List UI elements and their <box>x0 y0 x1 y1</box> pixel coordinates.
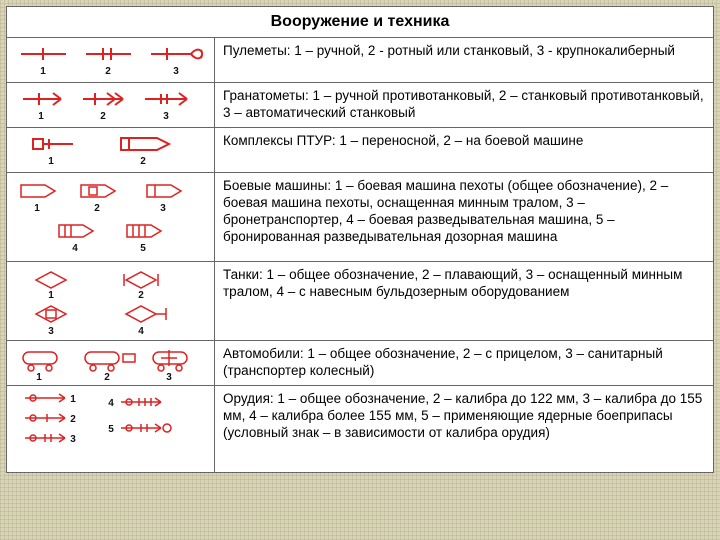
symbol-cell: 1 2 3 <box>7 83 215 127</box>
svg-text:1: 1 <box>70 394 76 405</box>
vehicle-symbols-icon: 1 2 3 <box>11 344 211 382</box>
svg-text:2: 2 <box>105 66 111 77</box>
table-title: Вооружение и техника <box>7 7 713 38</box>
svg-text:1: 1 <box>40 66 46 77</box>
description-cell: Комплексы ПТУР: 1 – переносной, 2 – на б… <box>215 128 591 172</box>
svg-text:5: 5 <box>108 424 114 435</box>
atgm-symbols-icon: 1 2 <box>11 130 211 170</box>
svg-text:1: 1 <box>48 156 54 167</box>
description-cell: Гранатометы: 1 – ручной противотанковый,… <box>215 83 713 127</box>
svg-text:3: 3 <box>173 66 179 77</box>
table-row: 1 2 3 Автомобили: 1 – общее обозначение,… <box>7 341 713 386</box>
svg-text:2: 2 <box>94 203 100 214</box>
svg-text:3: 3 <box>48 326 54 337</box>
grenade-launcher-symbols-icon: 1 2 3 <box>11 85 211 125</box>
svg-text:2: 2 <box>104 372 110 382</box>
tank-symbols-icon: 1 2 3 4 <box>11 264 211 338</box>
svg-text:3: 3 <box>166 372 172 382</box>
description-cell: Орудия: 1 – общее обозначение, 2 – калиб… <box>215 386 713 472</box>
symbol-cell: 1 2 <box>7 128 215 172</box>
svg-text:3: 3 <box>163 111 169 122</box>
svg-text:5: 5 <box>140 243 146 254</box>
table-row: 1 2 Комплексы ПТУР: 1 – переносной, 2 – … <box>7 128 713 173</box>
table-row: 1 2 3 4 5 Орудия: 1 – общее обозначение,… <box>7 386 713 472</box>
svg-text:4: 4 <box>108 398 114 409</box>
description-cell: Пулеметы: 1 – ручной, 2 - ротный или ста… <box>215 38 683 82</box>
description-cell: Автомобили: 1 – общее обозначение, 2 – с… <box>215 341 713 385</box>
svg-text:3: 3 <box>160 203 166 214</box>
svg-text:3: 3 <box>70 434 76 445</box>
table-row: 1 2 3 Пулеметы: 1 – ручной, 2 - ротный и… <box>7 38 713 83</box>
table-row: 1 2 3 Гранатометы: 1 – ручной противотан… <box>7 83 713 128</box>
svg-text:4: 4 <box>138 326 144 337</box>
svg-text:1: 1 <box>34 203 40 214</box>
svg-text:2: 2 <box>100 111 106 122</box>
svg-text:4: 4 <box>72 243 78 254</box>
description-cell: Боевые машины: 1 – боевая машина пехоты … <box>215 173 713 261</box>
table-row: 1 2 3 4 5 Боевые машины: 1 – боевая маши… <box>7 173 713 262</box>
svg-text:1: 1 <box>38 111 44 122</box>
description-cell: Танки: 1 – общее обозначение, 2 – плаваю… <box>215 262 713 340</box>
symbol-cell: 1 2 3 4 5 <box>7 173 215 261</box>
artillery-symbols-icon: 1 2 3 4 5 <box>11 388 211 470</box>
machine-gun-symbols-icon: 1 2 3 <box>11 40 211 80</box>
symbol-table: Вооружение и техника 1 2 3 Пулеметы: 1 –… <box>6 6 714 473</box>
symbol-cell: 1 2 3 <box>7 341 215 385</box>
svg-text:2: 2 <box>138 290 144 301</box>
ifv-symbols-icon: 1 2 3 4 5 <box>11 175 211 259</box>
svg-text:1: 1 <box>48 290 54 301</box>
svg-text:1: 1 <box>36 372 42 382</box>
symbol-cell: 1 2 3 4 5 <box>7 386 215 472</box>
symbol-cell: 1 2 3 <box>7 38 215 82</box>
table-row: 1 2 3 4 Танки: 1 – общее обозначение, 2 … <box>7 262 713 341</box>
svg-text:2: 2 <box>70 414 76 425</box>
symbol-cell: 1 2 3 4 <box>7 262 215 340</box>
svg-text:2: 2 <box>140 156 146 167</box>
